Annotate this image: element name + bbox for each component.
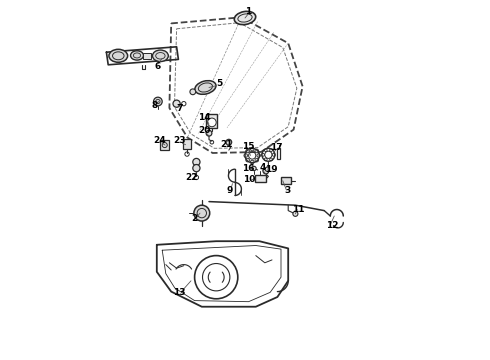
Circle shape <box>208 118 216 127</box>
Text: 8: 8 <box>151 102 157 111</box>
Text: 11: 11 <box>292 205 304 214</box>
Ellipse shape <box>130 51 144 60</box>
Text: 3: 3 <box>284 186 291 195</box>
Text: 5: 5 <box>216 79 222 88</box>
Text: 2: 2 <box>191 215 197 223</box>
Circle shape <box>265 167 270 171</box>
Circle shape <box>250 160 254 164</box>
Circle shape <box>246 149 249 153</box>
Circle shape <box>195 256 238 299</box>
Circle shape <box>193 158 200 166</box>
Circle shape <box>250 147 254 151</box>
Circle shape <box>255 158 259 162</box>
Ellipse shape <box>152 50 169 62</box>
Text: 23: 23 <box>173 136 186 145</box>
Circle shape <box>193 165 200 172</box>
Text: 16: 16 <box>243 164 255 173</box>
Text: 15: 15 <box>242 143 254 152</box>
Circle shape <box>226 139 232 145</box>
Text: 1: 1 <box>245 7 251 16</box>
Text: 13: 13 <box>173 288 186 297</box>
Bar <box>144 53 151 59</box>
Circle shape <box>246 158 249 162</box>
Circle shape <box>244 154 247 157</box>
Circle shape <box>263 168 269 174</box>
Circle shape <box>255 149 259 153</box>
Text: 20: 20 <box>198 126 211 135</box>
Circle shape <box>190 89 196 95</box>
Text: 9: 9 <box>227 186 233 195</box>
Circle shape <box>293 211 298 216</box>
Text: 4: 4 <box>259 163 266 172</box>
Text: 7: 7 <box>176 104 183 113</box>
Circle shape <box>206 130 212 136</box>
Circle shape <box>257 154 261 157</box>
Ellipse shape <box>234 12 256 24</box>
Text: 19: 19 <box>265 165 277 174</box>
Text: 22: 22 <box>186 173 198 182</box>
Bar <box>277 148 280 159</box>
Circle shape <box>173 100 180 107</box>
Circle shape <box>252 166 256 171</box>
Text: 24: 24 <box>153 136 166 145</box>
Text: 14: 14 <box>198 113 211 122</box>
Bar <box>183 139 191 149</box>
Text: 6: 6 <box>155 62 161 71</box>
Text: 10: 10 <box>243 175 255 184</box>
Bar <box>206 114 217 128</box>
Bar <box>255 175 266 182</box>
Bar <box>160 140 170 150</box>
Bar <box>281 177 291 184</box>
Text: 21: 21 <box>220 140 233 149</box>
Circle shape <box>194 205 210 221</box>
Circle shape <box>153 97 162 106</box>
Ellipse shape <box>109 49 127 62</box>
Ellipse shape <box>195 81 216 94</box>
Text: 17: 17 <box>270 143 283 152</box>
Text: 12: 12 <box>326 220 339 230</box>
